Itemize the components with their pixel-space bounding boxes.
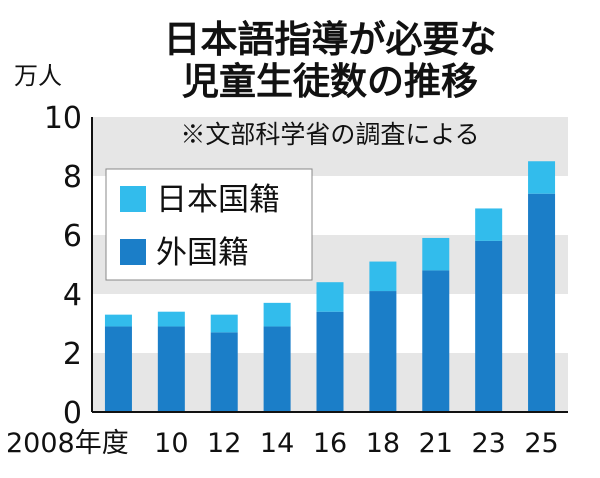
x-tick-label: 18 — [366, 428, 400, 459]
bars — [104, 161, 556, 412]
grid-band — [92, 117, 568, 176]
bar-japanese-nationality — [316, 282, 344, 312]
bar-foreign-nationality — [316, 311, 344, 412]
bar-japanese-nationality — [210, 314, 238, 333]
legend-swatch-foreign-nationality — [120, 239, 146, 265]
chart-title-line-1: 日本語指導が必要な — [164, 18, 497, 61]
y-tick-label: 6 — [63, 219, 82, 254]
x-tick-label: 25 — [524, 428, 558, 459]
x-tick-label: 12 — [207, 428, 241, 459]
bar-foreign-nationality — [422, 270, 450, 412]
chart-title-line-2: 児童生徒数の推移 — [182, 60, 478, 103]
y-tick-label: 0 — [63, 396, 82, 431]
y-axis-ticks: 0 2 4 6 8 10 — [44, 101, 82, 431]
bar-foreign-nationality — [104, 326, 132, 412]
x-axis-ticks: 2008年度 10 12 14 16 18 21 23 25 — [6, 428, 559, 459]
bar-japanese-nationality — [157, 311, 185, 327]
bar-japanese-nationality — [104, 314, 132, 327]
legend-label-foreign-nationality: 外国籍 — [156, 235, 249, 271]
bar-japanese-nationality — [369, 261, 397, 292]
x-tick-label: 23 — [471, 428, 505, 459]
bar-japanese-nationality — [528, 161, 556, 194]
bar-foreign-nationality — [369, 291, 397, 412]
bar-foreign-nationality — [157, 326, 185, 412]
bar-japanese-nationality — [422, 237, 450, 271]
bar-foreign-nationality — [263, 326, 291, 412]
y-tick-label: 10 — [44, 101, 82, 136]
bar-foreign-nationality — [210, 332, 238, 412]
legend-swatch-japanese-nationality — [120, 186, 146, 212]
x-tick-label: 10 — [154, 428, 188, 459]
bar-japanese-nationality — [263, 302, 291, 327]
source-note: ※文部科学省の調査による — [180, 120, 479, 149]
legend-label-japanese-nationality: 日本国籍 — [156, 182, 280, 218]
bar-japanese-nationality — [475, 208, 503, 241]
y-tick-label: 4 — [63, 278, 82, 313]
x-tick-label: 16 — [313, 428, 347, 459]
x-tick-label: 14 — [260, 428, 294, 459]
x-tick-label: 2008年度 — [6, 428, 129, 459]
bar-foreign-nationality — [528, 193, 556, 412]
x-tick-label: 21 — [419, 428, 453, 459]
y-axis-unit-label: 万人 — [14, 62, 62, 90]
y-tick-label: 8 — [63, 160, 82, 195]
bar-foreign-nationality — [475, 240, 503, 412]
legend: 日本国籍 外国籍 — [105, 168, 313, 281]
y-tick-label: 2 — [63, 337, 82, 372]
